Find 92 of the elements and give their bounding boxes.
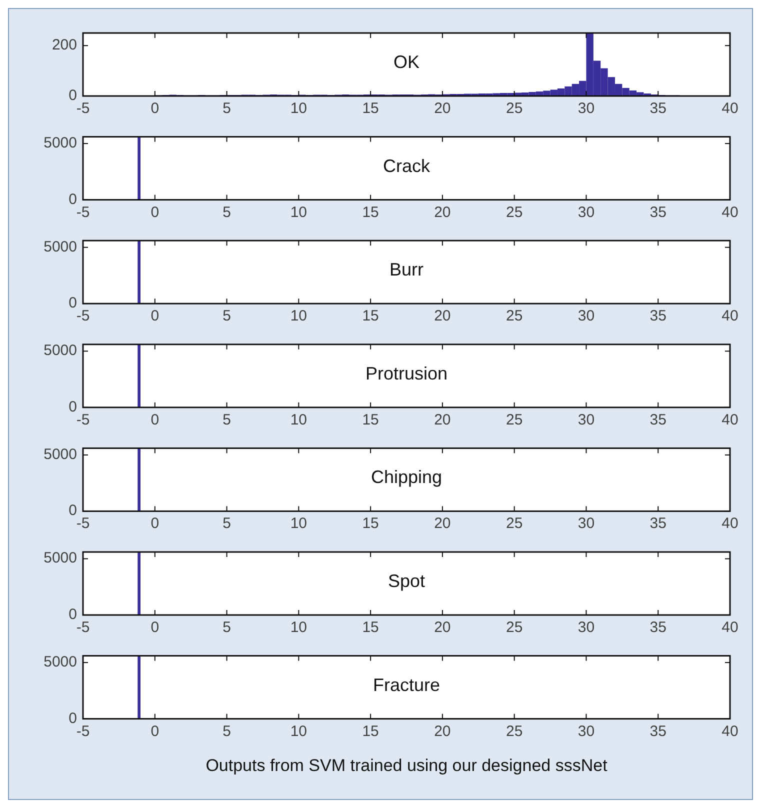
x-tick-label: 15 bbox=[362, 204, 379, 221]
x-tick-label: 25 bbox=[506, 308, 523, 325]
text: Crack bbox=[382, 156, 431, 176]
x-tick-label: 40 bbox=[722, 100, 738, 117]
x-tick-label: 35 bbox=[650, 619, 666, 636]
y-tick-label: 5000 bbox=[44, 342, 77, 360]
x-tick-label: 0 bbox=[150, 411, 160, 428]
y-tick-label: 0 bbox=[68, 710, 77, 727]
x-tick-label: 25 bbox=[506, 100, 523, 117]
text: Spot bbox=[388, 570, 426, 591]
x-tick-label: 35 bbox=[650, 100, 666, 117]
text: Burr bbox=[389, 260, 424, 280]
x-tick-label: 5 bbox=[222, 515, 231, 532]
x-tick-label: 40 bbox=[722, 619, 738, 636]
x-tick-label: 25 bbox=[506, 411, 523, 428]
x-tick-label: 35 bbox=[650, 722, 666, 740]
x-tick-label: 0 bbox=[150, 308, 160, 325]
x-tick-label: 40 bbox=[722, 722, 738, 740]
x-tick-label: -5 bbox=[76, 619, 90, 636]
x-tick-label: 0 bbox=[150, 722, 160, 740]
x-tick-label: 30 bbox=[578, 100, 595, 117]
x-tick-label: 10 bbox=[290, 204, 308, 221]
x-tick-label: 5 bbox=[222, 204, 231, 221]
x-tick-label: 10 bbox=[290, 308, 308, 325]
x-tick-label: 40 bbox=[722, 515, 738, 532]
x-tick-label: 35 bbox=[650, 308, 666, 325]
x-tick-label: 25 bbox=[506, 619, 523, 636]
x-tick-label: 5 bbox=[222, 619, 231, 636]
y-tick-label: 200 bbox=[52, 36, 77, 54]
x-tick-label: 40 bbox=[722, 204, 738, 221]
x-tick-label: 10 bbox=[290, 411, 308, 428]
x-tick-label: 20 bbox=[434, 411, 451, 428]
x-tick-label: 0 bbox=[150, 619, 160, 636]
x-tick-label: 20 bbox=[434, 722, 451, 740]
y-tick-label: 5000 bbox=[44, 134, 77, 152]
x-tick-label: 20 bbox=[434, 100, 451, 117]
x-tick-label: 5 bbox=[222, 411, 231, 428]
x-tick-label: 10 bbox=[290, 515, 308, 532]
x-tick-label: 0 bbox=[150, 515, 160, 532]
text: Protrusion bbox=[365, 363, 448, 384]
x-tick-label: -5 bbox=[76, 515, 90, 532]
x-tick-label: 30 bbox=[578, 411, 595, 428]
text: Chipping bbox=[370, 467, 442, 488]
x-tick-label: 15 bbox=[362, 308, 379, 325]
text: Fracture bbox=[372, 674, 440, 695]
y-tick-label: 5000 bbox=[44, 446, 77, 463]
x-tick-label: 30 bbox=[578, 619, 595, 636]
x-tick-label: 20 bbox=[434, 619, 451, 636]
x-tick-label: -5 bbox=[76, 204, 90, 221]
text: OK bbox=[393, 52, 420, 72]
x-tick-label: 0 bbox=[150, 204, 160, 221]
y-tick-label: 0 bbox=[68, 398, 77, 416]
x-tick-label: 15 bbox=[362, 619, 379, 636]
x-tick-label: 20 bbox=[434, 515, 451, 532]
x-tick-label: 35 bbox=[650, 204, 666, 221]
x-tick-label: 15 bbox=[362, 411, 379, 428]
x-tick-label: -5 bbox=[76, 100, 90, 117]
x-tick-label: 30 bbox=[578, 722, 595, 740]
x-tick-label: 0 bbox=[150, 100, 160, 117]
x-axis-title: Outputs from SVM trained using our designed sssNet bbox=[206, 756, 608, 775]
x-tick-label: 20 bbox=[434, 204, 451, 221]
x-tick-label: 40 bbox=[722, 308, 738, 325]
x-tick-label: 5 bbox=[222, 722, 231, 740]
x-tick-label: 40 bbox=[722, 411, 738, 428]
y-tick-label: 5000 bbox=[44, 654, 77, 671]
x-tick-label: -5 bbox=[76, 722, 90, 740]
x-tick-label: 30 bbox=[578, 308, 595, 325]
y-tick-label: 5000 bbox=[44, 238, 77, 256]
x-tick-label: 30 bbox=[578, 204, 595, 221]
y-tick-label: 0 bbox=[68, 190, 77, 208]
x-tick-label: 10 bbox=[290, 722, 308, 740]
x-tick-label: 10 bbox=[290, 100, 308, 117]
x-tick-label: 15 bbox=[362, 515, 379, 532]
x-tick-label: 5 bbox=[222, 308, 231, 325]
x-tick-label: 30 bbox=[578, 515, 595, 532]
x-tick-label: -5 bbox=[76, 308, 90, 325]
x-tick-label: 20 bbox=[434, 308, 451, 325]
x-tick-label: 5 bbox=[222, 100, 231, 117]
x-tick-label: 35 bbox=[650, 411, 666, 428]
y-tick-label: 0 bbox=[68, 294, 77, 312]
y-tick-label: 0 bbox=[68, 86, 77, 104]
x-tick-label: 10 bbox=[290, 619, 308, 636]
y-tick-label: 0 bbox=[68, 502, 77, 520]
x-tick-label: 35 bbox=[650, 515, 666, 532]
x-tick-label: 15 bbox=[362, 722, 379, 740]
y-tick-label: 5000 bbox=[44, 550, 77, 567]
y-tick-label: 0 bbox=[68, 606, 77, 623]
x-tick-label: 25 bbox=[506, 722, 523, 740]
x-tick-label: 25 bbox=[506, 515, 523, 532]
x-tick-label: 15 bbox=[362, 100, 379, 117]
x-tick-label: -5 bbox=[76, 411, 90, 428]
x-tick-label: 25 bbox=[506, 204, 523, 221]
